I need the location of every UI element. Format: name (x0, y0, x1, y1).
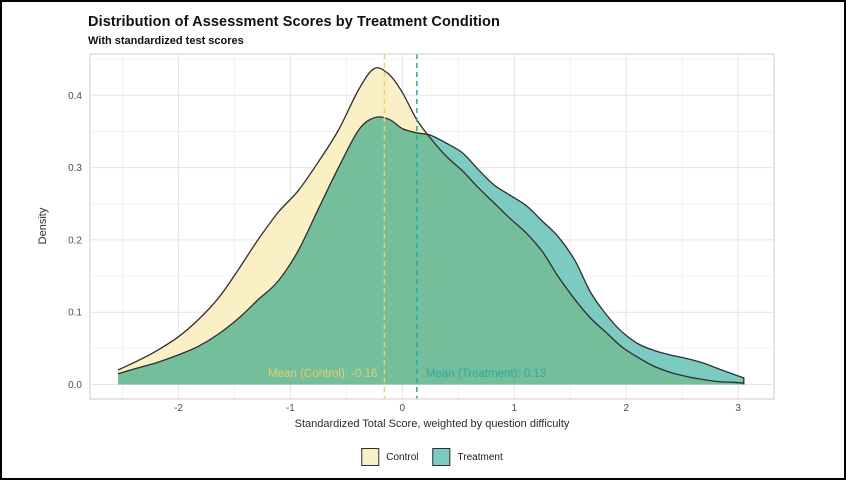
chart-subtitle: With standardized test scores (88, 35, 244, 47)
legend-label-control: Control (386, 451, 419, 463)
legend-swatch-treatment (432, 448, 451, 466)
x-tick-label: 3 (735, 403, 741, 414)
panel-border (89, 53, 775, 400)
legend: Control Treatment (361, 448, 503, 466)
annotation-mean-treatment: Mean (Treatment): 0.13 (426, 368, 546, 380)
x-tick-label: 2 (623, 403, 629, 414)
y-tick-label: 0.2 (68, 235, 82, 246)
x-tick-label: 1 (512, 403, 518, 414)
density-outline-treatment (117, 116, 745, 385)
y-tick-label: 0.0 (68, 380, 82, 391)
density-outline-control (117, 67, 744, 384)
annotation-mean-control: Mean (Control): -0.16 (268, 368, 377, 380)
legend-item-control: Control (361, 448, 419, 466)
legend-item-treatment: Treatment (432, 448, 503, 466)
y-tick-label: 0.3 (68, 163, 82, 174)
legend-label-treatment: Treatment (457, 451, 503, 463)
x-tick-label: 0 (400, 403, 406, 414)
density-area-treatment (118, 116, 744, 385)
x-tick-label: -2 (174, 403, 183, 414)
y-axis-title: Density (37, 207, 49, 245)
x-axis-title: Standardized Total Score, weighted by qu… (294, 418, 570, 430)
x-tick-label: -1 (286, 403, 295, 414)
y-tick-label: 0.1 (68, 308, 82, 319)
chart-title: Distribution of Assessment Scores by Tre… (88, 14, 500, 30)
density-band-treatment-alone (427, 134, 744, 384)
legend-swatch-control (361, 448, 380, 466)
y-tick-label: 0.4 (68, 91, 82, 102)
